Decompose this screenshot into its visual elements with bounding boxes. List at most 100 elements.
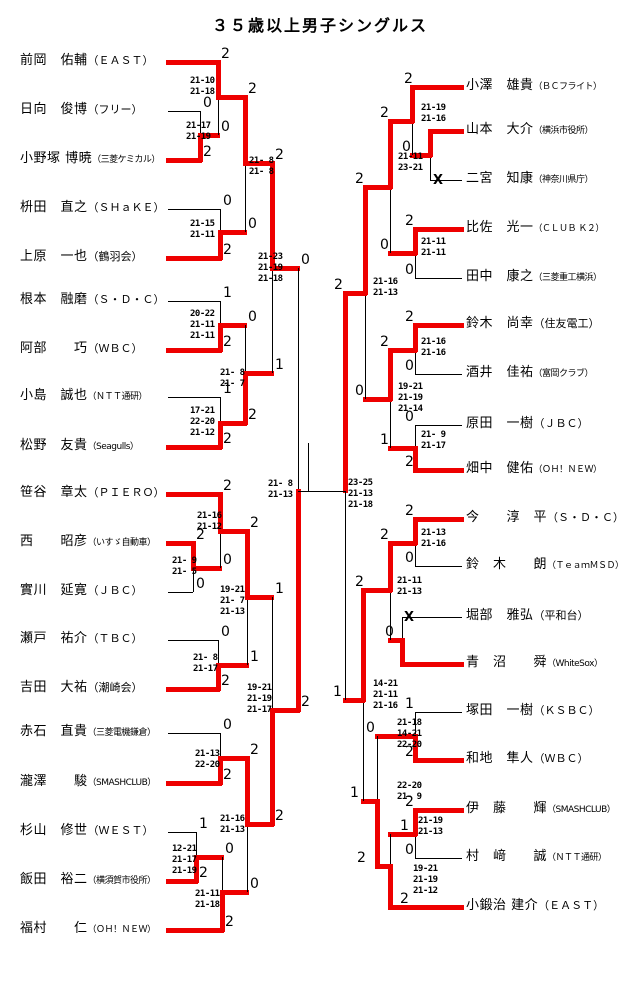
set-count-label: 2: [199, 865, 208, 881]
game-score: 21-16 21-16: [421, 337, 446, 359]
set-count-label: 0: [203, 95, 212, 111]
winner-path-line: [413, 227, 418, 255]
bracket-line: [430, 155, 431, 180]
set-count-label: 0: [402, 139, 411, 155]
winner-path-line: [166, 348, 222, 353]
player-name: 福村 仁: [20, 921, 88, 936]
player-team: （ＥＡＳＴ）: [87, 54, 154, 67]
set-count-label: 2: [275, 808, 284, 824]
set-count-label: 2: [221, 46, 230, 62]
bracket-line: [365, 293, 366, 399]
winner-path-line: [388, 119, 393, 189]
player-entry: 畑中 健佑（ＯＨ！ＮＥＷ）: [466, 461, 602, 478]
game-score-line: 21- 8: [193, 653, 218, 663]
player-name: 松野 友貴: [20, 438, 88, 453]
set-count-label: 2: [223, 478, 232, 494]
bracket-line: [220, 397, 221, 423]
player-entry: 阿部 巧（ＷＢＣ）: [20, 341, 143, 356]
set-count-label: 0: [248, 309, 257, 325]
set-count-label: 0: [221, 624, 230, 640]
winner-path-line: [363, 588, 392, 593]
set-count-label: 2: [250, 515, 259, 531]
bracket-line: [430, 180, 462, 181]
bracket-line: [168, 301, 220, 302]
bracket-line: [298, 491, 345, 492]
player-entry: 前岡 佑輔（ＥＡＳＴ）: [20, 53, 154, 68]
winner-path-line: [375, 734, 417, 739]
winner-path-line: [191, 566, 222, 571]
player-name: 笹谷 章太: [20, 485, 88, 500]
game-score-line: 21-13: [418, 827, 443, 837]
bracket-line: [363, 700, 364, 801]
set-count-label: 0: [405, 842, 414, 858]
player-entry: 西 昭彦（いすゞ自動車）: [20, 534, 156, 551]
player-team: （ＴＢＣ）: [87, 632, 143, 645]
walkover-x-mark: X: [404, 610, 415, 625]
winner-path-line: [245, 756, 250, 826]
player-team: （鶴羽会）: [87, 250, 143, 263]
player-team: （神奈川県庁）: [533, 175, 594, 185]
bracket-line: [168, 111, 200, 112]
game-score-line: 21-19: [247, 694, 272, 704]
game-score-line: 21-11: [397, 576, 422, 586]
winner-path-line: [216, 663, 249, 668]
set-count-label: 1: [250, 649, 259, 665]
game-score-line: 19-21: [413, 864, 438, 874]
winner-path-line: [343, 291, 348, 493]
bracket-line: [415, 858, 462, 859]
game-score: 21- 9 21- 5: [172, 556, 197, 578]
game-score-line: 22-20: [190, 417, 215, 427]
winner-path-line: [166, 928, 224, 933]
set-count-label: 0: [223, 717, 232, 733]
game-score-line: 21-19: [258, 263, 283, 273]
bracket-line: [412, 121, 413, 155]
winner-path-line: [216, 95, 247, 100]
game-score-line: 14-21: [397, 729, 422, 739]
winner-path-line: [270, 161, 275, 270]
winner-path-line: [413, 323, 418, 352]
game-score: 19-21 21-19 21-17: [247, 683, 272, 716]
set-count-label: 1: [275, 581, 284, 597]
player-team: （三菱電機鎌倉）: [87, 728, 157, 738]
winner-path-line: [413, 734, 418, 762]
bracket-line: [377, 736, 378, 801]
game-score: 21-16 21-12: [197, 511, 222, 533]
player-name: 和地 隼人: [466, 751, 534, 766]
set-count-label: 0: [366, 720, 375, 736]
set-count-label: 2: [223, 431, 232, 447]
game-score: 21-23 21-19 21-18: [258, 252, 283, 285]
set-count-label: 1: [199, 816, 208, 832]
set-count-label: 0: [380, 237, 389, 253]
set-count-label: 2: [275, 147, 284, 163]
player-name: 日向 俊博: [20, 102, 88, 117]
bracket-line: [218, 640, 219, 665]
player-entry: 小野塚 博暁（三菱ケミカル）: [20, 151, 160, 168]
winner-path-line: [388, 541, 393, 592]
game-score-line: 21-18: [348, 500, 373, 510]
winner-path-line: [198, 133, 203, 162]
winner-path-line: [400, 638, 405, 666]
player-team: （WhiteSox）: [547, 659, 603, 669]
game-score: 22-20 21- 9: [397, 781, 422, 803]
game-score: 21-11 23-21: [398, 152, 423, 174]
bracket-line: [298, 268, 299, 491]
player-entry: 杉山 修世（ＷＥＳＴ）: [20, 823, 154, 838]
set-count-label: 2: [223, 334, 232, 350]
player-team: （ＮＴＴ通研）: [547, 853, 607, 863]
winner-path-line: [388, 251, 417, 256]
game-score-line: 21- 9: [421, 430, 446, 440]
winner-path-line: [388, 638, 404, 643]
player-name: 小島 誠也: [20, 388, 88, 403]
set-count-label: 2: [380, 527, 389, 543]
game-score: 19-21 21- 7 21-13: [220, 585, 245, 618]
game-score-line: 21-16: [421, 337, 446, 347]
game-score-line: 21-18: [397, 718, 422, 728]
winner-path-line: [375, 799, 380, 868]
bracket-line: [402, 617, 462, 618]
set-count-label: 0: [248, 216, 257, 232]
tournament-title: ３５歳以上男子シングルス: [211, 16, 428, 35]
winner-path-line: [218, 230, 247, 235]
set-count-label: 2: [221, 673, 230, 689]
player-entry: 今 淳 平（Ｓ・Ｄ・Ｃ）: [466, 510, 624, 525]
